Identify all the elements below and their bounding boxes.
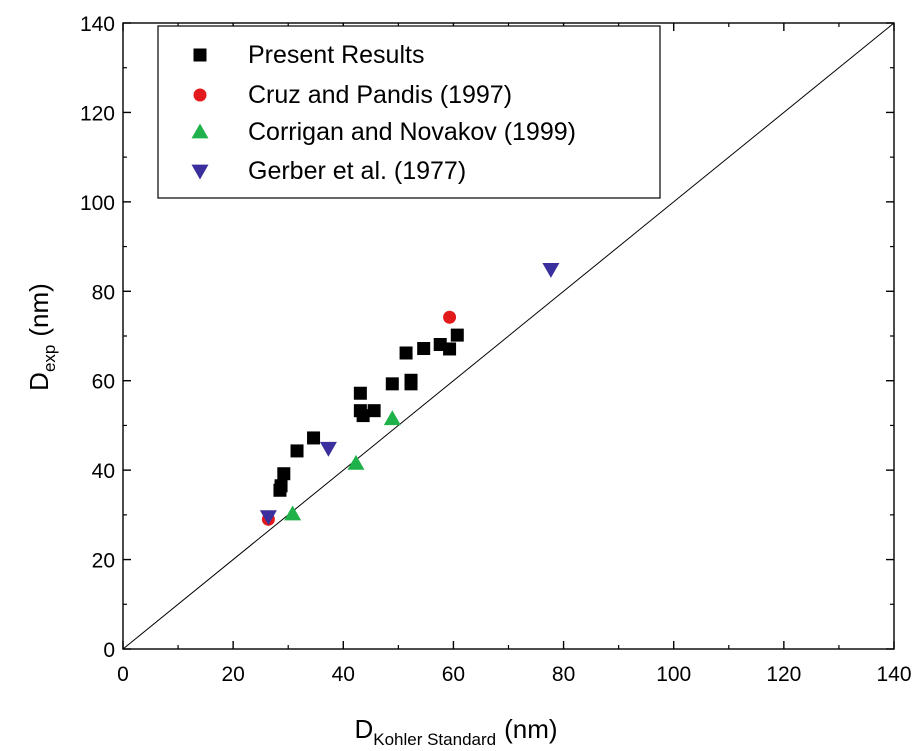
x-tick-label: 60 (442, 663, 465, 686)
legend-label-cruz-pandis: Cruz and Pandis (1997) (248, 81, 512, 109)
data-point-cruz-pandis (443, 310, 457, 324)
x-tick-label: 80 (552, 663, 575, 686)
y-tick-label: 20 (92, 550, 115, 573)
data-point-present-results (450, 328, 464, 342)
y-axis-title-unit: (nm) (24, 283, 54, 336)
x-tick-label: 20 (221, 663, 244, 686)
data-point-present-results (274, 479, 288, 493)
x-axis-title-main: D (354, 714, 373, 744)
data-point-present-results (356, 409, 370, 423)
data-point-present-results (385, 377, 399, 391)
data-point-gerber (319, 441, 337, 457)
data-point-present-results (353, 386, 367, 400)
x-axis-title-unit: (nm) (504, 714, 557, 744)
y-axis-title-sub: exp (40, 345, 59, 372)
data-point-present-results (399, 346, 413, 360)
y-tick-label: 120 (80, 102, 115, 125)
legend-marker-gerber (191, 164, 209, 180)
data-point-present-results (404, 377, 418, 391)
y-tick-label: 80 (92, 281, 115, 304)
data-point-present-results (367, 404, 381, 418)
y-tick-label: 60 (92, 371, 115, 394)
legend: Present Results Cruz and Pandis (1997) C… (157, 25, 661, 199)
legend-label-corrigan-novakov: Corrigan and Novakov (1999) (248, 118, 576, 146)
legend-label-gerber: Gerber et al. (1977) (248, 157, 466, 185)
x-tick-label: 100 (656, 663, 691, 686)
ticks-layer: 0 20 40 60 80 100 120 140 0 20 40 60 80 100 120 140 (80, 13, 912, 686)
data-point-gerber (542, 263, 560, 278)
y-axis-title-main: D (24, 372, 54, 391)
data-point-present-results (443, 342, 457, 356)
legend-label-present-results: Present Results (248, 41, 424, 69)
y-tick-label: 140 (80, 13, 115, 36)
data-point-gerber (259, 510, 277, 526)
legend-box (157, 25, 661, 199)
data-point-present-results (307, 431, 321, 445)
legend-marker-corrigan-novakov (191, 123, 209, 139)
legend-marker-cruz-pandis (193, 88, 207, 102)
data-point-present-results (277, 467, 291, 481)
data-point-corrigan-novakov (347, 454, 365, 470)
reference-line (122, 22, 895, 650)
y-tick-label: 0 (103, 639, 115, 662)
data-point-corrigan-novakov (284, 505, 302, 521)
legend-markers (191, 48, 209, 180)
legend-marker-present-results (193, 48, 207, 62)
x-axis-title: DKohler Standard (nm) (354, 714, 557, 749)
x-tick-label: 0 (117, 663, 129, 686)
reference-line-layer (122, 22, 895, 650)
data-point-corrigan-novakov (383, 410, 401, 426)
data-point-present-results (290, 444, 304, 458)
x-tick-label: 140 (876, 663, 911, 686)
points-layer (259, 263, 560, 526)
x-axis-title-sub: Kohler Standard (373, 730, 496, 749)
y-tick-label: 40 (92, 460, 115, 483)
y-tick-label: 100 (80, 192, 115, 215)
data-point-present-results (417, 342, 431, 356)
y-axis-title: Dexp (nm) (24, 283, 59, 391)
x-tick-label: 40 (332, 663, 355, 686)
x-tick-label: 120 (766, 663, 801, 686)
